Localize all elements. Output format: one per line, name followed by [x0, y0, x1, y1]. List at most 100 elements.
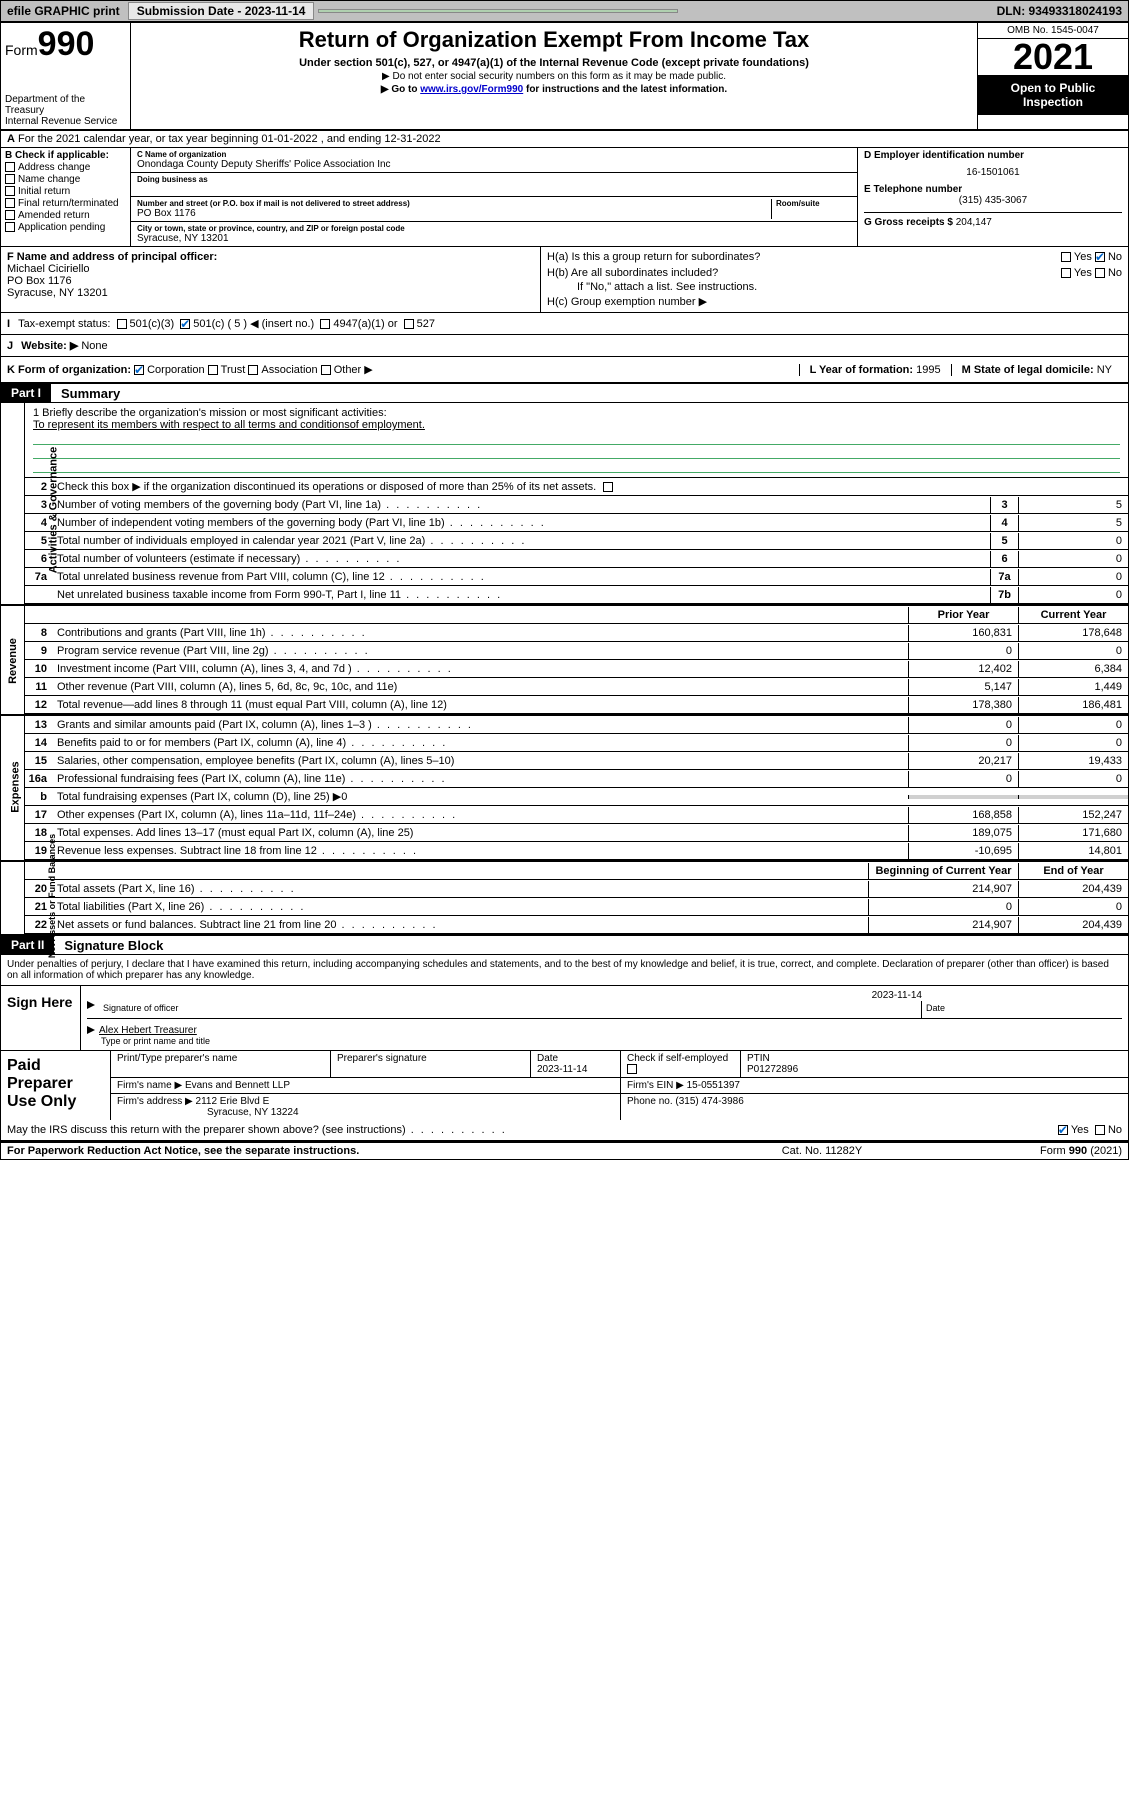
- i-o4: 527: [417, 318, 435, 330]
- exp-vlabel: Expenses: [1, 716, 25, 860]
- chk-address-change[interactable]: Address change: [5, 162, 126, 173]
- footer-mid: Cat. No. 11282Y: [722, 1145, 922, 1157]
- line-4: 4Number of independent voting members of…: [25, 514, 1128, 532]
- line-j: J Website: ▶ None: [1, 335, 1128, 357]
- l10-desc: Investment income (Part VIII, column (A)…: [53, 661, 908, 677]
- paid-h4: Check if self-employed: [627, 1053, 728, 1064]
- chk-initial-return[interactable]: Initial return: [5, 186, 126, 197]
- form-subtitle: Under section 501(c), 527, or 4947(a)(1)…: [137, 57, 971, 69]
- k-other-checkbox[interactable]: [321, 365, 331, 375]
- line-klm: K Form of organization: Corporation Trus…: [1, 357, 1128, 384]
- c-name-lbl: C Name of organization: [137, 150, 851, 159]
- l16a-num: 16a: [25, 773, 53, 785]
- l16b-num: b: [25, 791, 53, 803]
- discuss-no: No: [1108, 1124, 1122, 1136]
- firm-ein-lbl: Firm's EIN ▶: [627, 1080, 684, 1091]
- firm-addr1: 2112 Erie Blvd E: [196, 1096, 270, 1107]
- l20-p: 214,907: [868, 881, 1018, 897]
- l11-p: 5,147: [908, 679, 1018, 695]
- l15-c: 19,433: [1018, 753, 1128, 769]
- org-name: Onondaga County Deputy Sheriffs' Police …: [137, 159, 851, 170]
- l4-desc: Number of independent voting members of …: [53, 515, 990, 531]
- net-assets-section: Net Assets or Fund Balances Beginning of…: [1, 862, 1128, 936]
- i-4947-checkbox[interactable]: [320, 319, 330, 329]
- l16a-c: 0: [1018, 771, 1128, 787]
- l7b-box: 7b: [990, 587, 1018, 603]
- l9-c: 0: [1018, 643, 1128, 659]
- k-o1: Corporation: [147, 364, 204, 376]
- form990-link[interactable]: www.irs.gov/Form990: [420, 84, 523, 95]
- mission-text: To represent its members with respect to…: [33, 419, 1120, 431]
- efile-label: efile GRAPHIC print: [1, 4, 126, 18]
- box-d: D Employer identification number16-15010…: [858, 148, 1128, 246]
- k-trust-checkbox[interactable]: [208, 365, 218, 375]
- form-note1: ▶ Do not enter social security numbers o…: [137, 71, 971, 82]
- signature-block: Under penalties of perjury, I declare th…: [1, 955, 1128, 1142]
- firm-addr-lbl: Firm's address ▶: [117, 1096, 193, 1107]
- k-o4: Other ▶: [334, 363, 373, 376]
- hb-yes-checkbox[interactable]: [1061, 268, 1071, 278]
- officer-name: Michael Ciciriello: [7, 263, 534, 275]
- h-a-text: H(a) Is this a group return for subordin…: [547, 251, 760, 263]
- l14-c: 0: [1018, 735, 1128, 751]
- blank-button[interactable]: [318, 9, 678, 13]
- ha-no-checkbox[interactable]: [1095, 252, 1105, 262]
- l6-val: 0: [1018, 551, 1128, 567]
- l15-desc: Salaries, other compensation, employee b…: [53, 753, 908, 769]
- l-val: 1995: [916, 364, 940, 376]
- l7a-val: 0: [1018, 569, 1128, 585]
- l10-num: 10: [25, 663, 53, 675]
- i-501c-checkbox[interactable]: [180, 319, 190, 329]
- open-inspection: Open to Public Inspection: [978, 75, 1128, 115]
- topbar: efile GRAPHIC print Submission Date - 20…: [0, 0, 1129, 22]
- paid-h3: Date: [537, 1053, 614, 1064]
- discuss-yes-checkbox[interactable]: [1058, 1125, 1068, 1135]
- hb-yes: Yes: [1074, 267, 1092, 279]
- chk-name-change[interactable]: Name change: [5, 174, 126, 185]
- l17-desc: Other expenses (Part IX, column (A), lin…: [53, 807, 908, 823]
- ha-yes-checkbox[interactable]: [1061, 252, 1071, 262]
- chk-amended-return[interactable]: Amended return: [5, 210, 126, 221]
- line-2: 2Check this box ▶ if the organization di…: [25, 478, 1128, 496]
- l8-p: 160,831: [908, 625, 1018, 641]
- l12-num: 12: [25, 699, 53, 711]
- l3-desc: Number of voting members of the governin…: [53, 497, 990, 513]
- col-prior: Prior Year: [908, 607, 1018, 623]
- line-9: 9Program service revenue (Part VIII, lin…: [25, 642, 1128, 660]
- l14-desc: Benefits paid to or for members (Part IX…: [53, 735, 908, 751]
- discuss-no-checkbox[interactable]: [1095, 1125, 1105, 1135]
- l-label: L Year of formation:: [810, 364, 914, 376]
- l22-c: 204,439: [1018, 917, 1128, 933]
- chk-final-return[interactable]: Final return/terminated: [5, 198, 126, 209]
- k-assoc-checkbox[interactable]: [248, 365, 258, 375]
- submission-date-button[interactable]: Submission Date - 2023-11-14: [128, 2, 315, 20]
- l13-num: 13: [25, 719, 53, 731]
- h-c-text: H(c) Group exemption number ▶: [547, 295, 1122, 308]
- i-527-checkbox[interactable]: [404, 319, 414, 329]
- l15-p: 20,217: [908, 753, 1018, 769]
- line-22: 22Net assets or fund balances. Subtract …: [25, 916, 1128, 934]
- sig-type-name-lbl: Type or print name and title: [87, 1036, 1122, 1046]
- l20-c: 204,439: [1018, 881, 1128, 897]
- hb-no-checkbox[interactable]: [1095, 268, 1105, 278]
- part1-header: Part I Summary: [1, 384, 1128, 403]
- arrow-icon: [87, 1001, 95, 1009]
- l2-checkbox[interactable]: [603, 482, 613, 492]
- sig-officer-lbl: Signature of officer: [99, 1001, 922, 1018]
- chk-application-pending[interactable]: Application pending: [5, 222, 126, 233]
- h-b-note: If "No," attach a list. See instructions…: [547, 281, 1122, 293]
- header-middle: Return of Organization Exempt From Incom…: [131, 23, 978, 129]
- self-employed-checkbox[interactable]: [627, 1064, 637, 1074]
- opt-address: Address change: [18, 162, 90, 173]
- l17-p: 168,858: [908, 807, 1018, 823]
- line-a-text: For the 2021 calendar year, or tax year …: [18, 133, 441, 145]
- net-label: Net Assets or Fund Balances: [47, 834, 57, 958]
- opt-pending: Application pending: [18, 222, 105, 233]
- firm-addr2: Syracuse, NY 13224: [117, 1107, 299, 1118]
- i-501c3-checkbox[interactable]: [117, 319, 127, 329]
- line-12: 12Total revenue—add lines 8 through 11 (…: [25, 696, 1128, 714]
- k-corp-checkbox[interactable]: [134, 365, 144, 375]
- line-6: 6Total number of volunteers (estimate if…: [25, 550, 1128, 568]
- sig-date: 2023-11-14: [87, 990, 1122, 1001]
- f-label: F Name and address of principal officer:: [7, 251, 534, 263]
